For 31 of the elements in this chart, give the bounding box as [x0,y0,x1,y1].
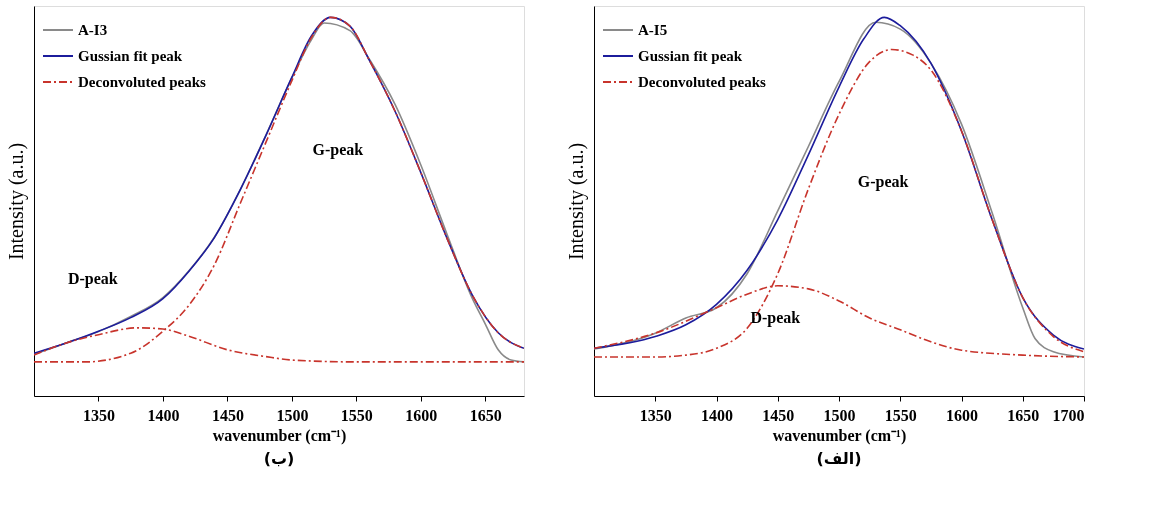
annotation: G-peak [857,172,909,191]
y-axis-title: Intensity (a.u.) [564,142,588,261]
annotation: D-peak [750,309,801,327]
x-tick-label: 1500 [276,406,309,424]
x-tick-label: 1400 [147,406,180,424]
x-tick-label: 1600 [405,406,438,424]
x-tick-label: 1350 [639,406,672,424]
legend-label: A-I5 [638,22,668,38]
legend-label: Gussian fit peak [638,48,743,64]
x-tick-label: 1350 [82,406,115,424]
x-tick-label: 1600 [946,406,978,424]
x-tick-label: 1650 [1007,406,1040,424]
x-tick-label: 1550 [884,406,917,424]
x-tick-label: 1400 [701,406,733,424]
annotation: D-peak [67,270,118,288]
legend-label: Gussian fit peak [78,48,183,64]
annotation: G-peak [312,141,364,160]
legend-label: A-I3 [78,22,108,38]
x-tick-label: 1500 [823,406,856,424]
legend-label: Deconvoluted peaks [78,74,207,90]
legend-label: Deconvoluted peaks [638,74,767,90]
x-tick-label: 1700 [1052,406,1085,424]
x-tick-label: 1650 [469,406,502,424]
text: (ب) [263,449,295,468]
x-axis-title: wavenumber (cm⁻¹) [772,426,907,445]
text: (الف) [816,449,862,468]
x-axis-title: wavenumber (cm⁻¹) [212,426,347,445]
x-tick-label: 1450 [211,406,244,424]
x-tick-label: 1550 [340,406,373,424]
y-axis-title: Intensity (a.u.) [4,142,28,261]
x-tick-label: 1450 [762,406,795,424]
